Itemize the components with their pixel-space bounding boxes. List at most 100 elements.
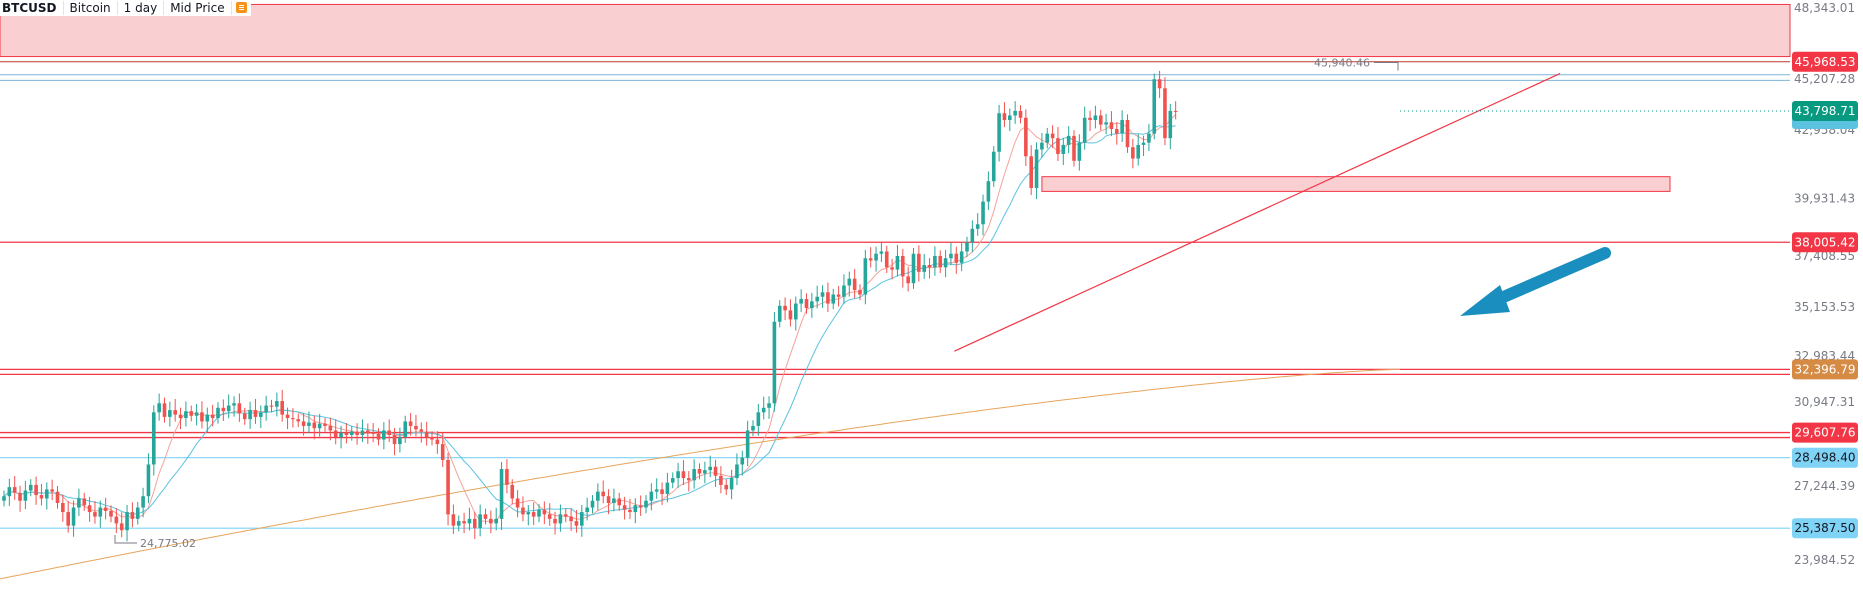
candle-body (98, 507, 103, 517)
support-zone (1041, 176, 1671, 192)
candle-body (135, 507, 140, 519)
candle-body (7, 487, 12, 497)
candle-body (483, 514, 488, 519)
candle-body (1061, 144, 1066, 155)
candle-body (569, 516, 573, 522)
candle-body (970, 228, 975, 243)
candle-body (157, 403, 161, 413)
candle-body (526, 512, 531, 515)
price-tag[interactable] (1792, 100, 1858, 121)
candle-body (1040, 142, 1044, 150)
candle-body (622, 505, 627, 510)
candle-body (751, 425, 755, 431)
candle-body (670, 478, 675, 483)
candle-body (216, 407, 220, 419)
candle-body (301, 421, 306, 426)
candle-body (943, 258, 948, 268)
price-tag[interactable] (1792, 232, 1858, 253)
candle-body (248, 410, 252, 420)
candle-body (644, 500, 648, 508)
candle-body (253, 410, 258, 417)
candle-body (387, 430, 391, 436)
candle-body (125, 512, 129, 531)
candle-body (264, 405, 268, 413)
candle-body (93, 512, 97, 517)
candle-body (451, 514, 456, 526)
y-axis-tick: 39,931.43 (1794, 192, 1855, 206)
candle-body (12, 487, 17, 493)
candle-body (745, 430, 750, 458)
candle-body (890, 267, 894, 270)
candle-body (205, 414, 210, 422)
price-tag-label: 38,005.42 (1794, 235, 1855, 249)
candle-body (430, 437, 434, 440)
candle-body (740, 457, 745, 465)
candle-body (553, 518, 557, 524)
candle-body (82, 498, 87, 506)
candle-body (275, 401, 279, 407)
candle-body (55, 491, 60, 503)
price-tag-label: 32,396.79 (1794, 362, 1855, 376)
candle-body (820, 292, 825, 297)
price-tag[interactable] (1792, 51, 1858, 72)
candle-body (1045, 133, 1050, 143)
price-tag-label: 28,498.40 (1794, 451, 1855, 465)
price-tag-label: 45,968.53 (1794, 55, 1855, 69)
price-tag[interactable] (1792, 518, 1858, 539)
candle-body (366, 430, 370, 433)
interval-label[interactable]: 1 day (118, 1, 165, 15)
candle-body (210, 414, 215, 419)
candle-body (1029, 156, 1033, 189)
candle-body (178, 414, 183, 419)
candle-body (638, 505, 643, 508)
y-axis-tick: 30,947.31 (1794, 395, 1855, 409)
candle-body (328, 425, 333, 431)
symbol-label[interactable]: BTCUSD (0, 1, 64, 15)
candle-body (478, 514, 482, 528)
candle-body (997, 113, 1001, 152)
candle-body (959, 251, 964, 263)
candle-body (489, 518, 493, 524)
candle-body (1141, 142, 1146, 145)
candle-body (456, 521, 461, 526)
candle-body (729, 478, 734, 490)
price-source-label[interactable]: Mid Price (164, 1, 232, 15)
candle-body (911, 253, 916, 284)
high-label: 45,940.46 (1314, 56, 1370, 69)
candle-body (724, 484, 729, 490)
candle-body (505, 469, 509, 485)
candle-body (23, 490, 28, 501)
symbol-name: Bitcoin (64, 1, 118, 15)
arrow-head (1460, 285, 1510, 316)
candle-body (1066, 135, 1071, 145)
candle-body (376, 433, 381, 440)
candle-body (713, 466, 718, 476)
candle-body (1024, 117, 1028, 157)
price-tag[interactable] (1792, 359, 1858, 380)
candle-body (1098, 115, 1103, 125)
candle-body (1152, 79, 1157, 134)
candle-body (371, 432, 375, 434)
candle-body (344, 432, 349, 436)
trendline[interactable] (954, 73, 1561, 352)
candle-body (531, 512, 536, 517)
candle-body (141, 496, 145, 508)
candle-body (633, 505, 638, 513)
candle-body (906, 276, 910, 284)
candle-body (280, 401, 284, 415)
price-tag[interactable] (1792, 422, 1858, 443)
candle-body (1168, 110, 1173, 139)
candle-body (77, 498, 81, 508)
candle-body (537, 509, 541, 517)
candle-body (1034, 149, 1039, 189)
alert-icon[interactable] (232, 1, 251, 15)
candle-body (676, 471, 680, 479)
candle-body (467, 518, 472, 524)
candle-body (419, 429, 424, 432)
candle-body (349, 431, 354, 436)
price-tag[interactable] (1792, 447, 1858, 468)
candle-body (804, 299, 809, 309)
candle-body (307, 422, 311, 426)
candle-body (1157, 79, 1162, 89)
